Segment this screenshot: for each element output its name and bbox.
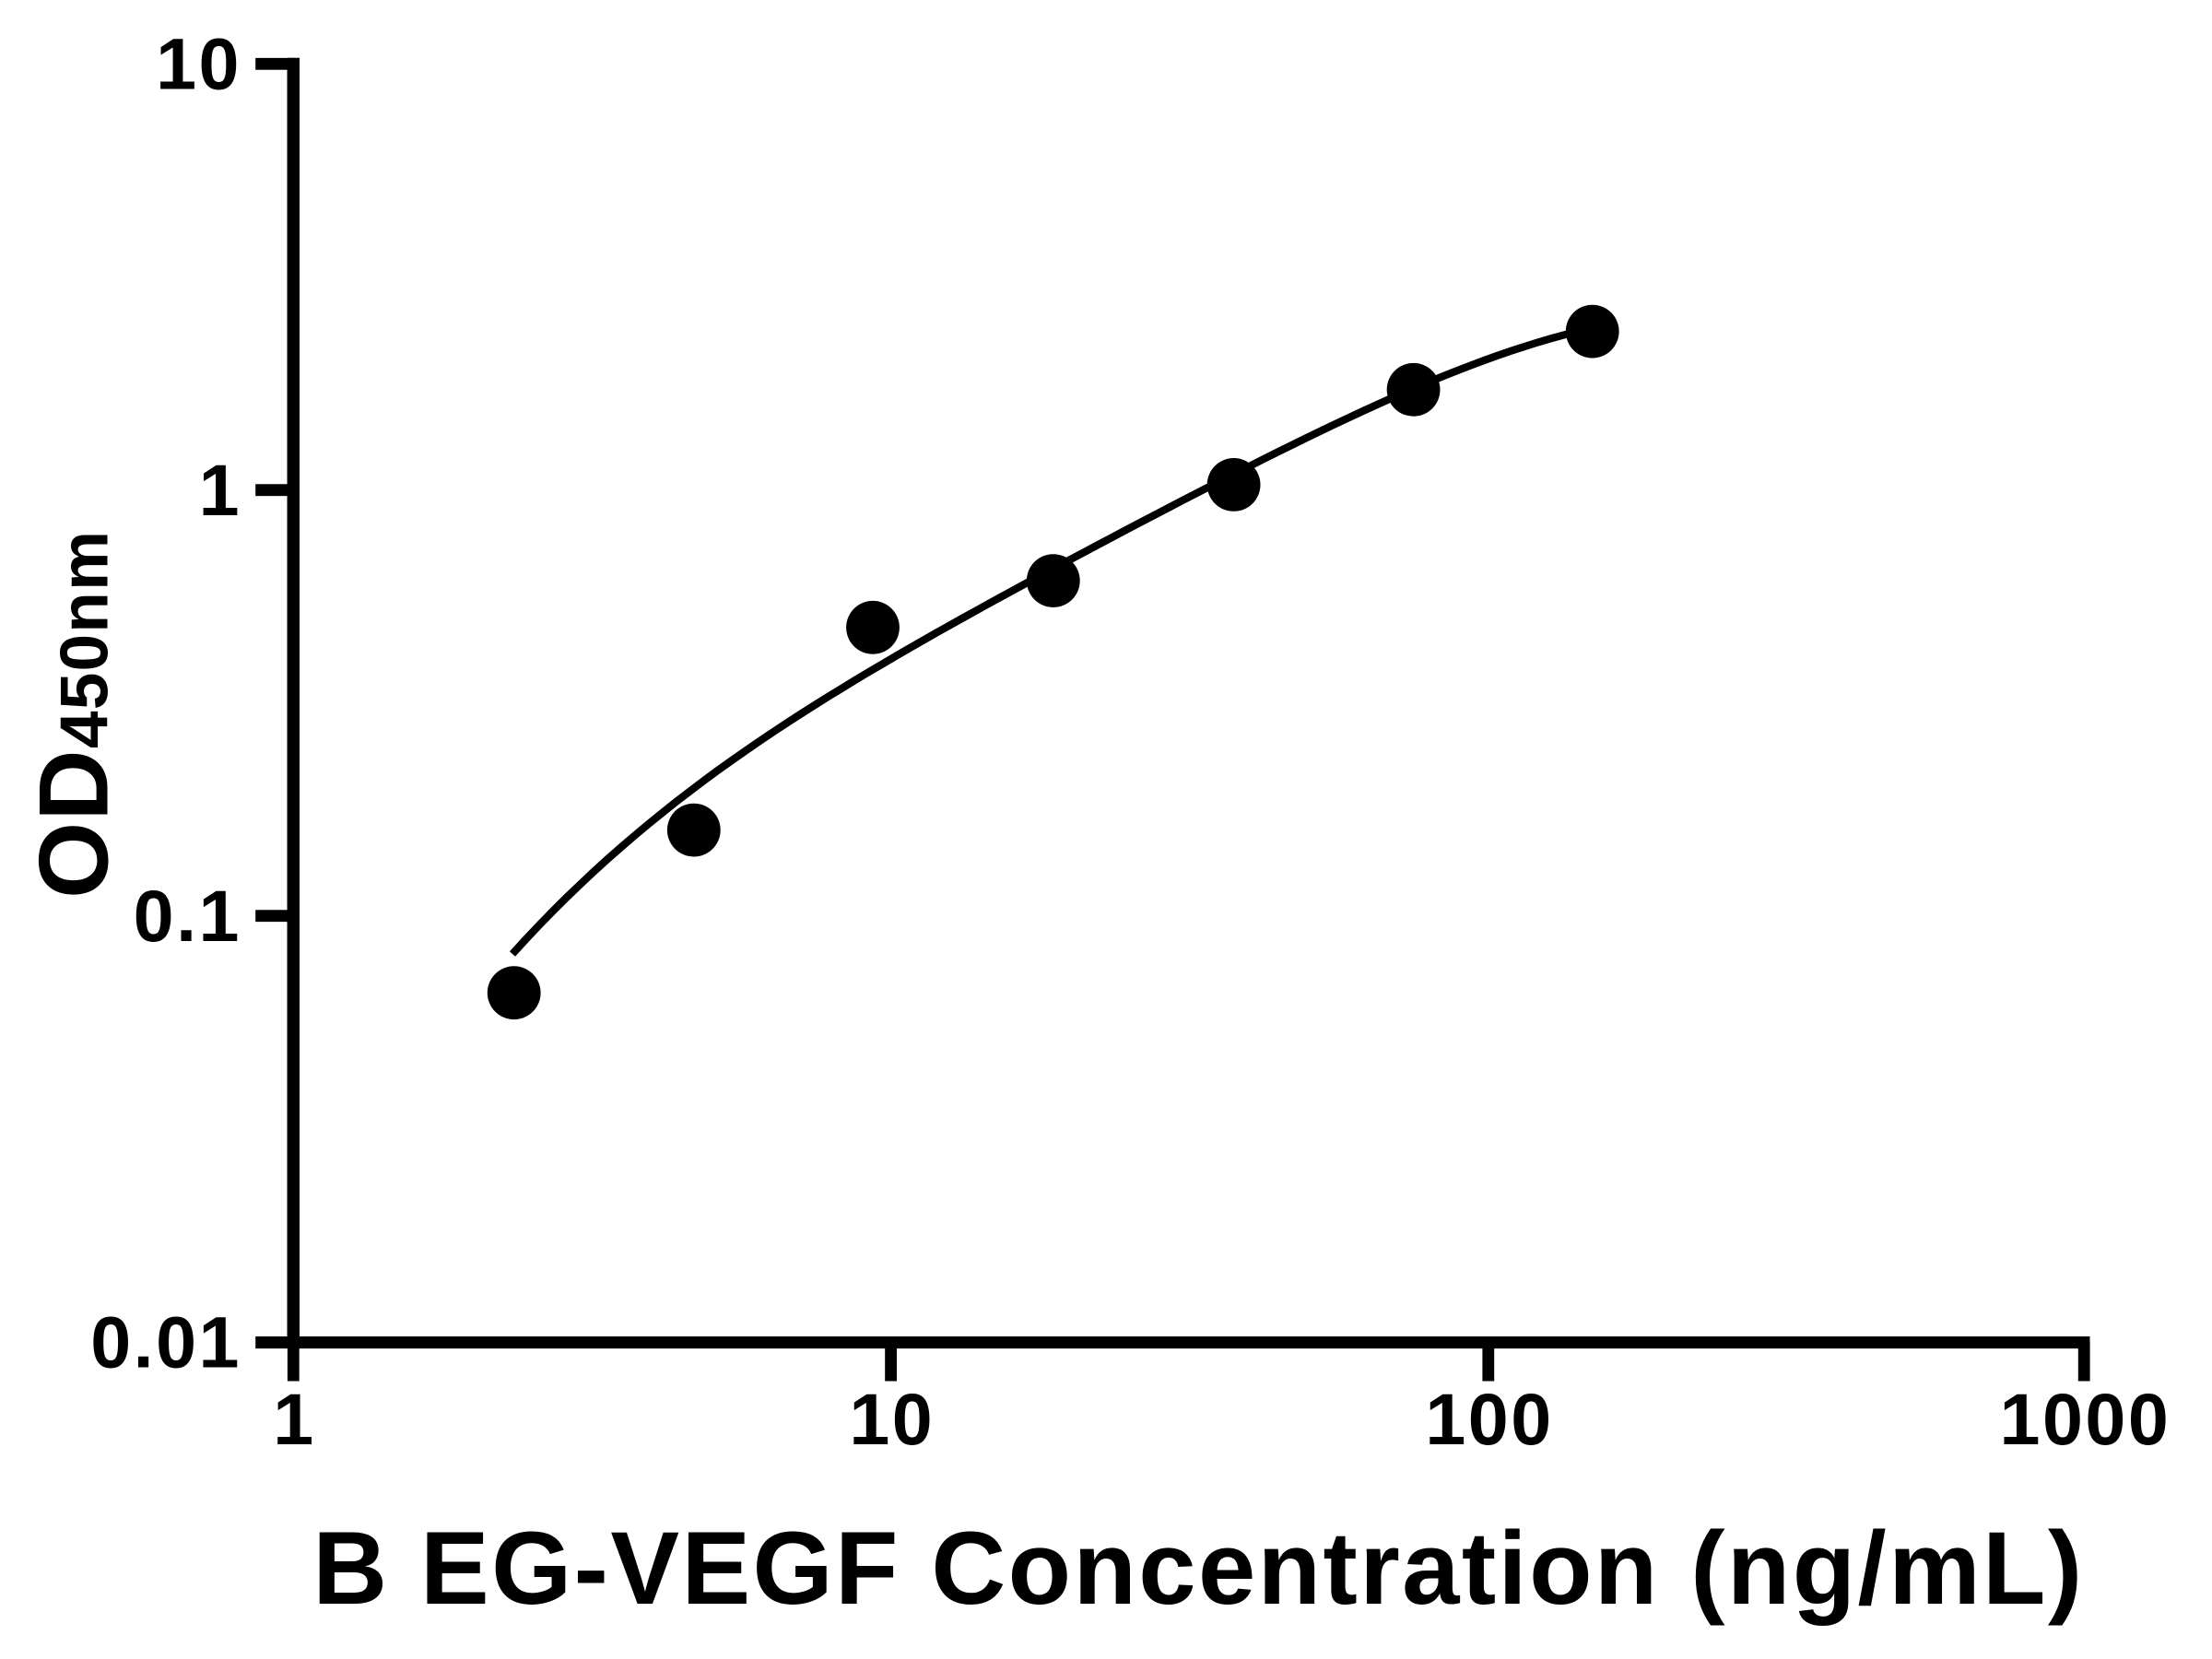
svg-text:10: 10 [156, 23, 241, 105]
svg-text:100: 100 [1425, 1378, 1553, 1460]
svg-text:1: 1 [199, 449, 241, 531]
svg-text:1: 1 [273, 1378, 315, 1460]
svg-text:1000: 1000 [2000, 1378, 2171, 1460]
svg-text:B EG-VEGF Concentration (ng/mL: B EG-VEGF Concentration (ng/mL) [312, 1511, 2084, 1626]
svg-text:0.01: 0.01 [90, 1301, 241, 1383]
svg-text:0.1: 0.1 [134, 875, 241, 957]
svg-text:OD450nm: OD450nm [18, 530, 129, 899]
svg-text:10: 10 [849, 1378, 935, 1460]
